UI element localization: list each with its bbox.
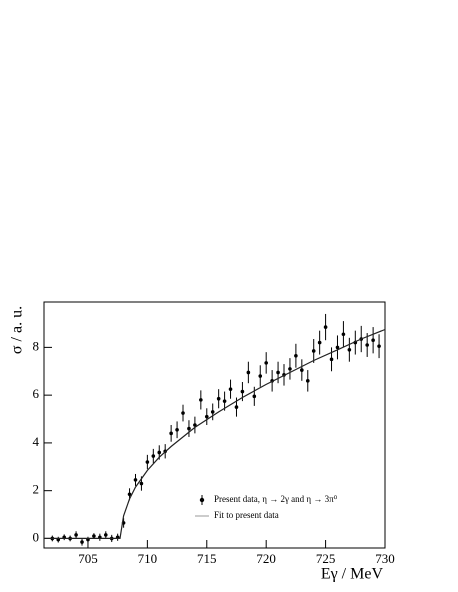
y-tick-label: 8 — [33, 338, 40, 353]
legend-label: Present data, η → 2γ and η → 3π⁰ — [214, 494, 338, 504]
data-point — [151, 454, 156, 458]
data-point — [80, 540, 84, 544]
data-point — [139, 481, 144, 486]
data-point — [317, 340, 322, 345]
data-point — [187, 426, 191, 431]
data-point — [228, 387, 233, 391]
y-tick-label: 4 — [33, 434, 40, 449]
x-tick-label: 725 — [316, 551, 336, 566]
x-axis-label: Eγ / MeV — [321, 566, 384, 583]
data-point — [199, 398, 203, 402]
data-point — [92, 534, 96, 538]
fit-line — [44, 328, 386, 539]
data-point — [264, 361, 268, 365]
data-point — [323, 325, 328, 329]
data-point — [305, 379, 310, 383]
x-tick-label: 705 — [78, 551, 98, 566]
data-point — [347, 347, 352, 352]
y-tick-label: 0 — [33, 529, 40, 544]
data-point — [222, 399, 227, 403]
x-tick-label: 720 — [256, 551, 276, 566]
data-point — [175, 427, 179, 432]
y-tick-label: 2 — [33, 482, 40, 497]
data-point — [216, 396, 221, 401]
data-point — [294, 353, 298, 358]
data-point — [133, 478, 138, 482]
data-point — [103, 533, 108, 537]
data-point — [157, 450, 162, 455]
data-point — [169, 431, 173, 436]
legend-label: Fit to present data — [214, 510, 279, 520]
plot-frame — [43, 301, 386, 549]
data-point — [145, 460, 150, 464]
data-point — [252, 394, 257, 399]
data-point — [246, 370, 251, 375]
data-point — [329, 357, 334, 362]
data-point — [240, 389, 245, 394]
data-point — [234, 405, 239, 409]
data-point — [300, 368, 304, 372]
y-tick-label: 6 — [33, 386, 40, 401]
data-point — [193, 423, 197, 427]
data-point — [127, 492, 132, 497]
data-point — [181, 411, 185, 415]
x-tick-label: 715 — [197, 551, 217, 566]
data-point — [341, 332, 346, 337]
data-point — [74, 533, 78, 537]
y-axis-label: σ / a. u. — [9, 306, 26, 354]
data-point — [311, 349, 316, 353]
x-tick-label: 710 — [138, 551, 158, 566]
data-point — [204, 414, 209, 419]
data-point — [377, 344, 381, 348]
data-point — [335, 345, 340, 350]
data-point — [371, 338, 375, 343]
legend-swatch — [199, 497, 205, 503]
data-point — [365, 343, 369, 347]
data-point — [210, 410, 215, 414]
data-point — [276, 370, 280, 375]
x-tick-label: 730 — [375, 551, 395, 566]
data-point — [288, 367, 292, 371]
data-point — [258, 374, 263, 378]
